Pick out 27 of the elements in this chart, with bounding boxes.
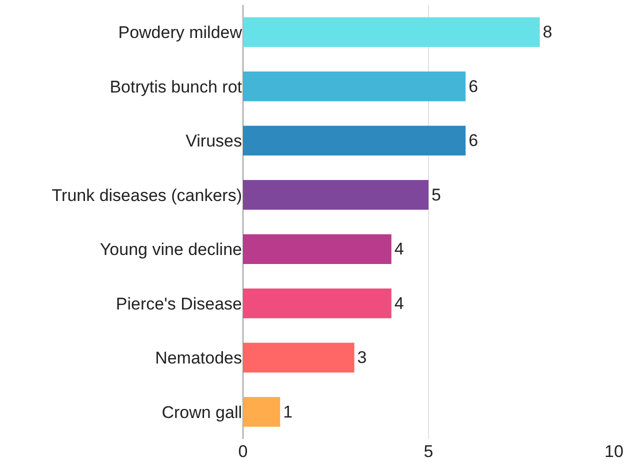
data-label: 4 [394, 294, 404, 313]
bar [243, 234, 392, 264]
y-tick-label: Powdery mildew [118, 23, 243, 42]
bar [243, 342, 354, 373]
x-tick-label: 0 [238, 442, 248, 461]
y-tick-label: Crown gall [162, 402, 242, 422]
y-tick-label: Pierce's Disease [116, 294, 242, 314]
y-tick-label: Nematodes [155, 348, 242, 368]
y-tick-label: Young vine decline [100, 240, 242, 260]
data-label: 8 [542, 22, 552, 42]
data-label: 6 [468, 76, 478, 96]
bar [243, 126, 466, 156]
bar [243, 288, 392, 318]
data-label: 6 [468, 131, 478, 150]
data-label: 5 [432, 185, 441, 204]
y-tick-label: Trunk diseases (cankers) [52, 186, 242, 205]
data-label: 4 [394, 240, 404, 259]
x-tick-label: 10 [604, 442, 624, 461]
data-label: 3 [357, 348, 367, 368]
bar [243, 396, 280, 427]
bar [243, 17, 540, 48]
data-label: 1 [283, 402, 293, 422]
y-tick-label: Botrytis bunch rot [110, 77, 242, 96]
x-tick-label: 5 [424, 442, 434, 461]
bar [243, 71, 466, 102]
bar [243, 180, 428, 210]
y-tick-label: Viruses [186, 132, 242, 151]
